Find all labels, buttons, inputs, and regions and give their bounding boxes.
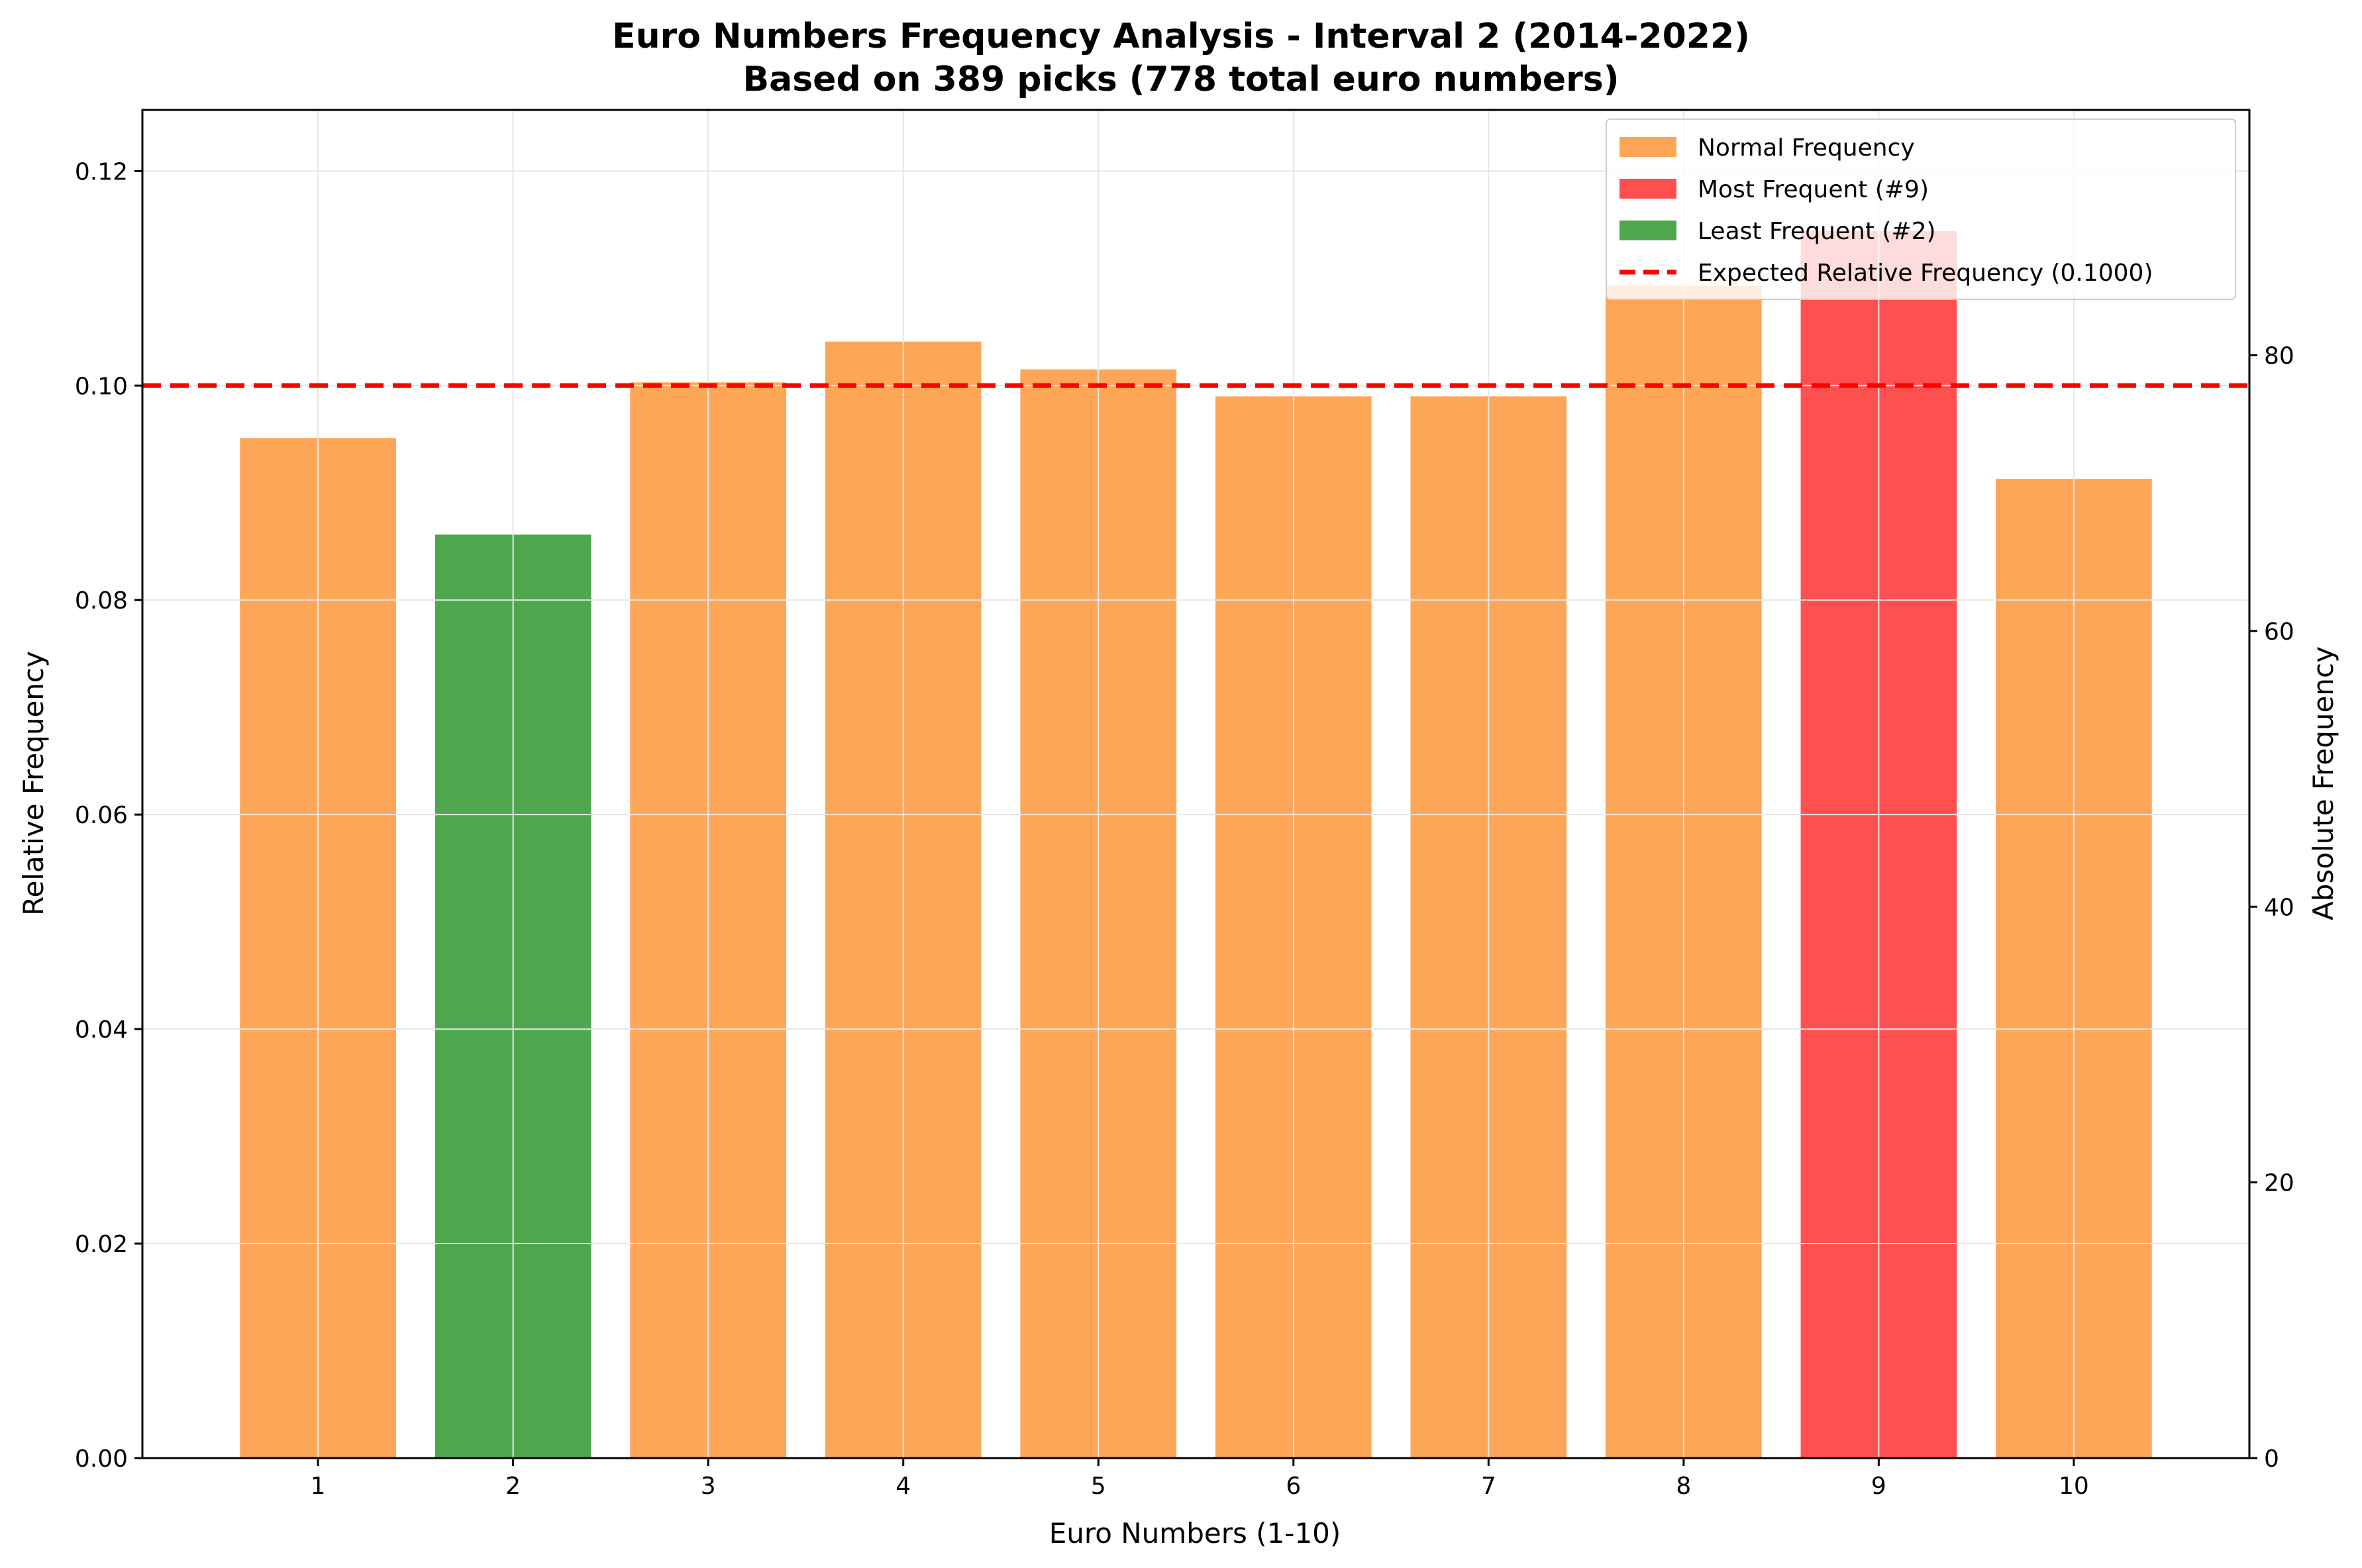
y-tick-label-5: 0.10 [75,373,128,400]
x-tick-label-3: 3 [701,1473,716,1500]
legend-swatch-most [1619,179,1676,199]
legend: Normal Frequency Most Frequent (#9) Least … [1606,119,2236,300]
y-tick-label-4: 0.08 [75,587,128,614]
x-tick-label-8: 8 [1676,1473,1691,1500]
chart-subtitle: Based on 389 picks (778 total euro numbe… [743,60,1619,99]
y2-tick-label-3: 60 [2264,618,2294,646]
y-tick-label-2: 0.04 [75,1016,128,1044]
x-tick-label-7: 7 [1481,1473,1496,1500]
y2-tick-label-4: 80 [2264,343,2294,370]
legend-items: Normal Frequency Most Frequent (#9) Least … [1619,134,2153,287]
x-tick-label-2: 2 [505,1473,521,1500]
y-tick-label-0: 0.00 [75,1446,128,1473]
legend-label-expected: Expected Relative Frequency (0.1000) [1698,260,2153,287]
legend-box [1606,119,2236,300]
x-tick-label-4: 4 [896,1473,911,1500]
legend-swatch-normal [1619,137,1676,157]
y2-tick-label-2: 40 [2264,894,2294,921]
y-tick-label-3: 0.06 [75,802,128,829]
x-tick-label-9: 9 [1871,1473,1886,1500]
y2-axis-label: Absolute Frequency [2307,646,2339,920]
y-tick-label-1: 0.02 [75,1231,128,1258]
chart-title: Euro Numbers Frequency Analysis - Interv… [612,17,1750,56]
x-tick-label-5: 5 [1091,1473,1106,1500]
legend-label-normal: Normal Frequency [1698,134,1915,162]
y2-tick-label-1: 20 [2264,1170,2294,1197]
y2-axis-ticks: 0 20 40 60 80 [2249,343,2294,1473]
x-axis-label: Euro Numbers (1-10) [1049,1517,1341,1549]
legend-label-most: Most Frequent (#9) [1698,176,1929,203]
legend-label-least: Least Frequent (#2) [1698,218,1936,245]
plot-frame [141,109,2251,1459]
legend-swatch-least [1619,220,1676,240]
x-axis-ticks: 1 2 3 4 5 6 7 8 9 10 [311,1458,2089,1500]
y-axis-ticks: 0.00 0.02 0.04 0.06 0.08 0.10 0.12 [75,158,142,1473]
y-tick-label-6: 0.12 [75,158,128,185]
x-tick-label-1: 1 [311,1473,326,1500]
y-axis-label: Relative Frequency [17,651,50,916]
x-tick-label-10: 10 [2059,1473,2089,1500]
x-tick-label-6: 6 [1286,1473,1301,1500]
y2-tick-label-0: 0 [2264,1446,2279,1473]
